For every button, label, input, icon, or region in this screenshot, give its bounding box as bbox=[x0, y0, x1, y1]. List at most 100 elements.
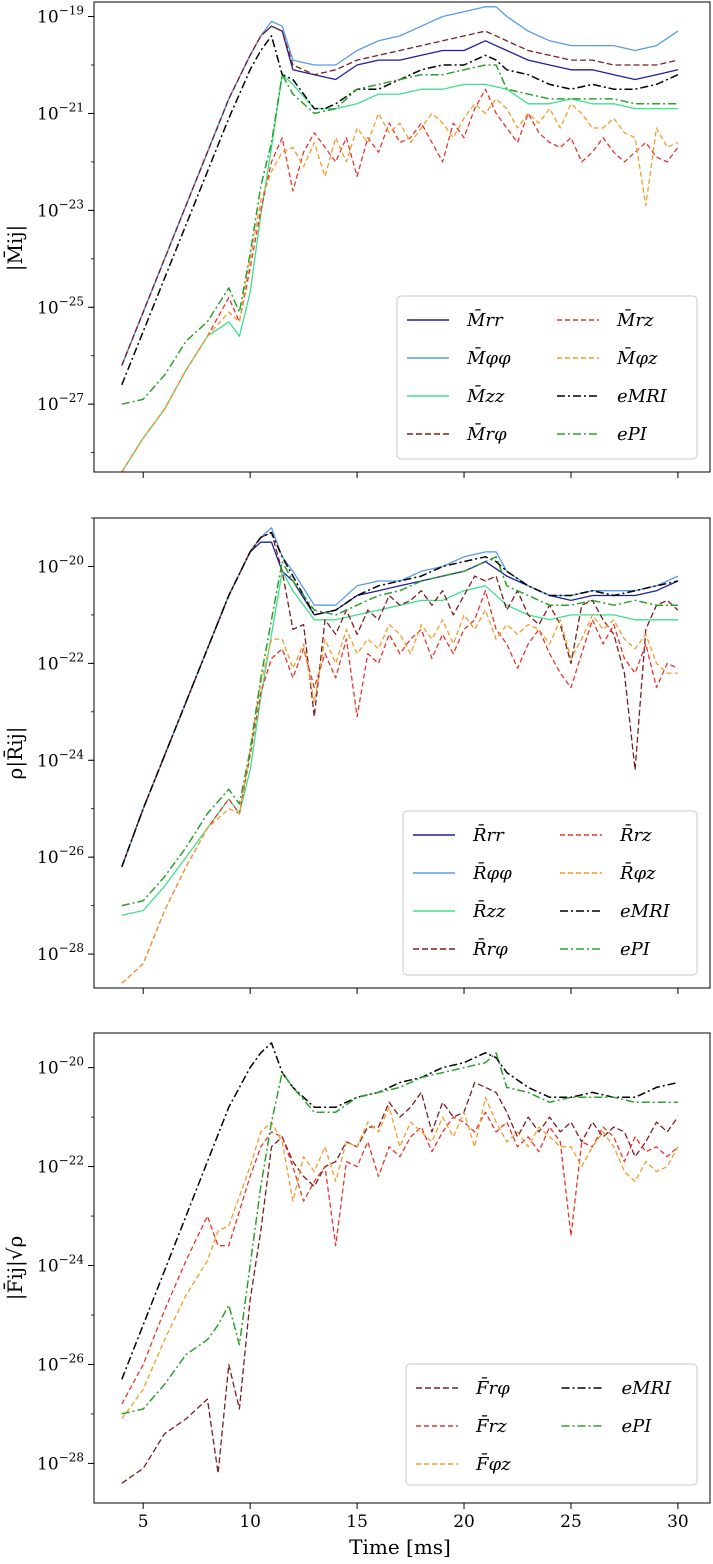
tick-exponent: −22 bbox=[59, 650, 84, 664]
legend-label-7: eMRI bbox=[617, 386, 668, 407]
tick-base: 10 bbox=[37, 945, 59, 965]
legend-label-5: R̄rz bbox=[619, 823, 652, 846]
x-axis-label: Time [ms] bbox=[349, 1535, 451, 1559]
legend-label-1: R̄rr bbox=[472, 823, 505, 846]
x-tick-label: 30 bbox=[667, 1512, 689, 1532]
series-line-5 bbox=[121, 590, 679, 984]
tick-base: 10 bbox=[37, 201, 59, 221]
y-tick-label: 10−26 bbox=[37, 844, 84, 868]
legend-label-3: R̄zz bbox=[472, 899, 506, 922]
tick-base: 10 bbox=[37, 395, 59, 415]
tick-exponent: −28 bbox=[59, 1450, 84, 1464]
legend-label-8: ePI bbox=[620, 939, 651, 960]
legend-label-4: R̄rφ bbox=[472, 937, 508, 960]
legend-box bbox=[405, 1363, 698, 1486]
y-tick-label: 10−25 bbox=[37, 294, 84, 318]
tick-base: 10 bbox=[37, 8, 59, 28]
y-tick-label: 10−28 bbox=[37, 941, 84, 965]
tick-exponent: −22 bbox=[59, 1154, 84, 1168]
series-line-6 bbox=[121, 98, 679, 472]
legend-label-2: F̄rz bbox=[475, 1414, 507, 1437]
legend-label-1: F̄rφ bbox=[475, 1376, 510, 1399]
legend-label-6: M̄φz bbox=[616, 346, 658, 369]
series-line-7 bbox=[121, 531, 679, 868]
tick-exponent: −24 bbox=[59, 747, 85, 761]
tick-base: 10 bbox=[37, 1257, 59, 1277]
legend-label-5: M̄rz bbox=[616, 308, 654, 331]
y-tick-label: 10−23 bbox=[37, 197, 84, 221]
tick-base: 10 bbox=[37, 1355, 59, 1375]
tick-base: 10 bbox=[37, 1158, 59, 1178]
tick-exponent: −27 bbox=[59, 391, 84, 405]
y-tick-label: 10−24 bbox=[37, 747, 84, 771]
y-tick-label: 10−20 bbox=[37, 1055, 84, 1079]
legend-label-2: M̄φφ bbox=[466, 346, 511, 369]
legend-label-3: M̄zz bbox=[466, 384, 505, 407]
legend-label-4: eMRI bbox=[622, 1378, 673, 1399]
series-line-8 bbox=[121, 64, 678, 405]
series-line-3 bbox=[121, 74, 678, 472]
legend-label-5: ePI bbox=[622, 1416, 653, 1437]
legend-box bbox=[402, 810, 698, 976]
series-line-2 bbox=[121, 6, 679, 366]
tick-exponent: −20 bbox=[59, 553, 84, 567]
y-tick-label: 10−27 bbox=[37, 391, 84, 415]
tick-exponent: −26 bbox=[59, 1351, 84, 1365]
legend: F̄rφ F̄rz F̄φz eMRI ePI bbox=[405, 1363, 698, 1486]
plot-frame bbox=[93, 1, 711, 473]
y-axis-label: |F̄ij|√ρ bbox=[2, 1236, 28, 1300]
tick-base: 10 bbox=[37, 654, 59, 674]
tick-base: 10 bbox=[37, 557, 59, 577]
x-tick-label: 25 bbox=[560, 1512, 582, 1532]
tick-base: 10 bbox=[37, 1454, 59, 1474]
tick-base: 10 bbox=[37, 1059, 59, 1079]
tick-base: 10 bbox=[37, 751, 59, 771]
plot-frame bbox=[93, 1032, 711, 1504]
tick-base: 10 bbox=[37, 848, 59, 868]
tick-exponent: −21 bbox=[59, 100, 84, 114]
legend-label-4: M̄rφ bbox=[466, 422, 507, 445]
y-axis-label: |M̄ij| bbox=[2, 225, 28, 272]
tick-exponent: −28 bbox=[59, 941, 84, 955]
panels: 10−1910−2110−2310−2510−27|M̄ij|M̄rrM̄φφM… bbox=[2, 1, 711, 1532]
legend-label-2: R̄φφ bbox=[472, 861, 512, 884]
series-line-8 bbox=[121, 556, 678, 907]
series-line-2 bbox=[121, 1111, 679, 1405]
y-tick-label: 10−19 bbox=[37, 4, 84, 28]
legend-label-7: eMRI bbox=[620, 901, 671, 922]
chart-panel-1: 10−1910−2110−2310−2510−27|M̄ij|M̄rrM̄φφM… bbox=[2, 1, 711, 478]
x-tick-label: 5 bbox=[138, 1512, 149, 1532]
y-tick-label: 10−26 bbox=[37, 1351, 84, 1375]
tick-exponent: −24 bbox=[59, 1253, 85, 1267]
y-tick-label: 10−22 bbox=[37, 1154, 84, 1178]
series-group bbox=[121, 6, 679, 472]
legend-label-8: ePI bbox=[617, 424, 648, 445]
y-tick-label: 10−28 bbox=[37, 1450, 84, 1474]
legend: M̄rr M̄φφ M̄zz M̄rφ M̄rz M̄φz eMRI ePI bbox=[396, 295, 698, 460]
x-tick-label: 15 bbox=[346, 1512, 368, 1532]
tick-exponent: −23 bbox=[59, 197, 84, 211]
chart-panel-3: 5 10 15 20 25 3010−2010−2210−2410−2610−28|F̄i… bbox=[2, 1032, 711, 1532]
series-line-4 bbox=[121, 531, 679, 868]
y-tick-label: 10−20 bbox=[37, 553, 84, 577]
legend-box bbox=[396, 295, 698, 460]
y-tick-label: 10−22 bbox=[37, 650, 84, 674]
tick-base: 10 bbox=[37, 298, 59, 318]
tick-exponent: −20 bbox=[59, 1055, 84, 1069]
y-tick-label: 10−21 bbox=[37, 100, 84, 124]
tick-exponent: −25 bbox=[59, 294, 84, 308]
x-tick-label: 20 bbox=[453, 1512, 475, 1532]
series-line-5 bbox=[121, 1052, 678, 1415]
series-line-5 bbox=[121, 88, 679, 472]
tick-exponent: −26 bbox=[59, 844, 84, 858]
legend-label-1: M̄rr bbox=[466, 308, 504, 331]
plot-frame bbox=[93, 517, 711, 989]
y-axis-label: ρ|R̄ij| bbox=[2, 727, 28, 780]
legend: R̄rr R̄φφ R̄zz R̄rφ R̄rz R̄φz eMRI ePI bbox=[402, 810, 698, 976]
legend-label-3: F̄φz bbox=[475, 1452, 511, 1475]
x-tick-label: 10 bbox=[239, 1512, 261, 1532]
chart-panel-2: 10−2010−2210−2410−2610−28ρ|R̄ij|R̄rrR̄φφ… bbox=[2, 517, 711, 994]
tick-base: 10 bbox=[37, 104, 59, 124]
